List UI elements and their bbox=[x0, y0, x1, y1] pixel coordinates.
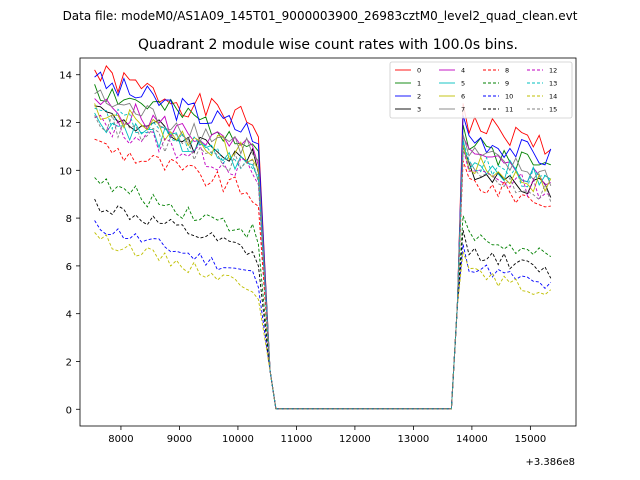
plot-lines bbox=[94, 65, 552, 410]
legend-label-0: 0 bbox=[417, 67, 421, 75]
chart-title: Quadrant 2 module wise count rates with … bbox=[138, 37, 518, 53]
legend-label-10: 10 bbox=[505, 93, 513, 101]
legend-label-13: 13 bbox=[549, 80, 557, 88]
legend-label-15: 15 bbox=[549, 106, 557, 114]
x-tick-label: 13000 bbox=[397, 434, 429, 445]
y-tick-label: 8 bbox=[66, 214, 72, 225]
y-tick-label: 14 bbox=[59, 71, 72, 82]
series-line-15 bbox=[94, 113, 552, 410]
legend-label-11: 11 bbox=[505, 106, 513, 114]
x-axis: 8000 9000 10000 11000 12000 13000 14000 15000 bbox=[108, 426, 546, 445]
axes-frame bbox=[79, 57, 577, 427]
x-tick-label: 9000 bbox=[167, 434, 192, 445]
legend-label-4: 4 bbox=[461, 67, 465, 75]
legend-label-7: 7 bbox=[461, 106, 465, 114]
x-axis-offset-label: +3.386e8 bbox=[525, 457, 575, 468]
legend-label-14: 14 bbox=[549, 93, 557, 101]
legend-label-3: 3 bbox=[417, 106, 421, 114]
legend-label-2: 2 bbox=[417, 93, 421, 101]
x-tick-label: 11000 bbox=[281, 434, 313, 445]
x-tick-label: 10000 bbox=[222, 434, 254, 445]
y-tick-label: 0 bbox=[66, 405, 72, 416]
x-tick-label: 8000 bbox=[108, 434, 133, 445]
legend-label-8: 8 bbox=[505, 67, 509, 75]
series-line-10 bbox=[94, 220, 552, 410]
legend-label-1: 1 bbox=[417, 80, 421, 88]
y-tick-label: 4 bbox=[66, 310, 72, 321]
x-tick-label: 12000 bbox=[339, 434, 371, 445]
figure-suptitle: Data file: modeM0/AS1A09_145T01_90000039… bbox=[63, 9, 578, 23]
legend-label-9: 9 bbox=[505, 80, 509, 88]
legend-box bbox=[389, 61, 573, 119]
x-tick-label: 14000 bbox=[456, 434, 488, 445]
legend-label-5: 5 bbox=[461, 80, 465, 88]
y-tick-label: 10 bbox=[59, 166, 72, 177]
legend-label-6: 6 bbox=[461, 93, 465, 101]
y-tick-label: 12 bbox=[59, 119, 72, 130]
x-tick-label: 15000 bbox=[514, 434, 546, 445]
y-tick-label: 6 bbox=[66, 262, 72, 273]
y-axis: 0 2 4 6 8 10 12 14 bbox=[59, 71, 80, 416]
legend-label-12: 12 bbox=[549, 67, 557, 75]
y-tick-label: 2 bbox=[66, 357, 72, 368]
